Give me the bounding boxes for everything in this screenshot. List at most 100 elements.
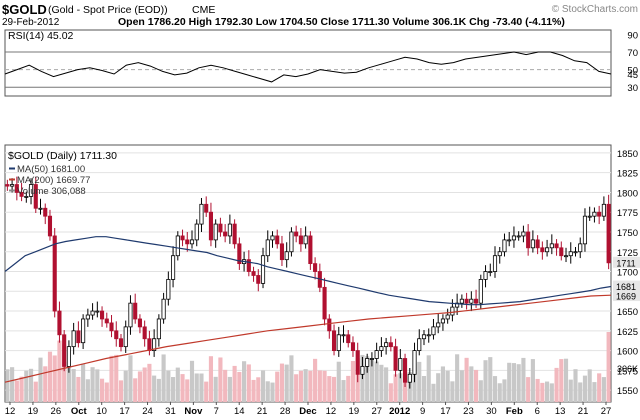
candle-body [256, 275, 261, 284]
candle-body [426, 334, 431, 337]
volume-bar [156, 378, 161, 402]
x-tick-label: 27 [601, 406, 612, 417]
volume-bar [62, 344, 67, 402]
volume-bar [242, 361, 247, 402]
candle-body [14, 184, 19, 193]
candle-body [412, 350, 417, 375]
volume-bar [601, 377, 606, 402]
candle-body [535, 239, 540, 249]
candle-body [76, 330, 81, 344]
price-tick-label: 1600 [617, 347, 638, 358]
volume-bar [573, 369, 578, 402]
volume-bar [194, 373, 199, 402]
candle-body [10, 184, 15, 187]
volume-bar [516, 364, 521, 402]
candle-body [365, 358, 370, 367]
candle-body [592, 211, 597, 217]
volume-bar [95, 369, 100, 402]
watermark: © StockCharts.com [552, 4, 638, 15]
volume-bar [559, 359, 564, 402]
volume-bar [511, 363, 517, 402]
volume-bar [19, 376, 24, 402]
volume-bar [455, 354, 460, 402]
x-tick-label: 19 [349, 406, 360, 417]
candle-body [369, 358, 374, 360]
volume-bar [483, 360, 488, 402]
x-tick-label: 12 [326, 406, 337, 417]
candle-body [270, 235, 275, 241]
volume-bar [99, 378, 105, 402]
volume-bar [530, 359, 535, 402]
volume-bar [52, 355, 57, 402]
volume-bar [521, 357, 526, 402]
symbol-title: $GOLD [2, 2, 47, 17]
rsi-tick-label: 50 [627, 66, 638, 77]
candle-body [109, 322, 114, 332]
volume-bar [322, 370, 327, 402]
candle-body [114, 330, 119, 340]
candle-body [161, 298, 166, 320]
volume-bar [109, 355, 114, 402]
candle-body [540, 247, 545, 253]
candle-body [208, 211, 214, 241]
x-tick-label: Nov [184, 406, 203, 417]
volume-bar [161, 354, 166, 402]
x-tick-label: 2012 [389, 406, 410, 417]
volume-bar [298, 370, 303, 402]
volume-bar [251, 379, 256, 402]
candle-body [549, 243, 554, 249]
volume-bar [199, 373, 204, 402]
price-tick-label: 1775 [617, 208, 638, 219]
candle-body [52, 235, 57, 312]
x-tick-label: 30 [486, 406, 497, 417]
candle-body [57, 310, 62, 336]
volume-bar [464, 357, 469, 402]
volume-bar [76, 376, 81, 402]
candle-body [133, 302, 138, 320]
candle-body [436, 322, 441, 328]
candle-body [407, 373, 412, 383]
volume-bar [260, 370, 266, 402]
volume-bar [284, 364, 289, 402]
volume-bar [137, 371, 142, 402]
candle-body [99, 310, 105, 320]
volume-bar [336, 361, 341, 402]
rsi-tick-label: 90 [627, 30, 638, 41]
candle-body [28, 184, 34, 197]
candle-body [204, 203, 209, 213]
volume-bar [582, 375, 588, 402]
x-tick-label: 9 [420, 406, 425, 417]
price-tick-label: 1575 [617, 366, 638, 377]
candle-body [171, 255, 176, 280]
candle-body [393, 346, 398, 371]
candle-body [227, 223, 232, 237]
volume-bar [128, 355, 133, 402]
candle-body [346, 334, 351, 344]
volume-bar [346, 375, 351, 402]
candle-body [90, 310, 95, 316]
volume-bar [317, 370, 322, 402]
volume-bar [71, 369, 76, 402]
candle-body [284, 251, 289, 261]
chart-date: 29-Feb-2012 [2, 17, 60, 28]
ma200-tag-bg [613, 290, 640, 302]
candle-body [218, 223, 223, 233]
volume-bar [47, 351, 53, 402]
candle-body [474, 298, 479, 304]
ma50-tag-bg [613, 280, 640, 292]
last-close-tag-bg [613, 256, 640, 268]
volume-bar [85, 379, 90, 402]
volume-bar [279, 363, 285, 402]
candle-body [355, 350, 360, 375]
candle-body [223, 231, 228, 237]
x-tick-label: Dec [299, 406, 316, 417]
volume-bar [223, 369, 228, 402]
volume-bar [275, 371, 280, 402]
x-tick-label: 17 [119, 406, 130, 417]
volume-bar [43, 366, 48, 402]
price-panel-title: $GOLD (Daily) 1711.30 [8, 150, 117, 162]
volume-bar [507, 362, 512, 402]
volume-bar [369, 358, 374, 402]
volume-bar [597, 373, 602, 402]
volume-bar [379, 364, 384, 402]
